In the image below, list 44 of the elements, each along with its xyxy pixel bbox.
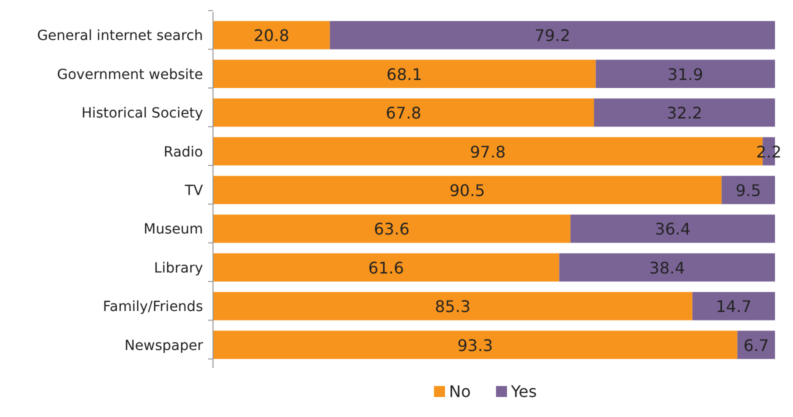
data-label: 38.4 [649,258,685,278]
y-tick-label: Radio [164,144,203,160]
data-label: 6.7 [743,336,769,355]
data-label: 97.8 [470,142,506,162]
y-tick-label: Library [154,260,203,276]
y-tick-label: General internet search [37,28,203,44]
data-label: 9.5 [736,181,762,200]
bar [594,98,775,127]
data-label: 20.8 [254,26,290,46]
bar [596,60,775,88]
data-label: 32.2 [666,104,702,123]
data-label: 31.9 [668,64,704,84]
data-label: 67.8 [386,104,422,123]
bar [213,214,570,243]
bar [559,253,775,282]
bar [213,21,330,50]
data-label: 90.5 [449,181,486,200]
bar [330,21,775,50]
data-label: 68.1 [386,64,422,84]
y-tick-label: Museum [144,222,203,238]
data-label: 79.2 [534,26,570,46]
bar [213,98,594,127]
bar [692,292,775,320]
y-tick-label: Family/Friends [102,299,203,316]
data-label: 36.4 [654,220,691,239]
y-tick-label: Government website [57,66,203,83]
legend-label: No [449,382,471,401]
data-label: 93.3 [457,336,493,355]
bar [570,214,775,243]
y-tick-label: TV [184,183,204,199]
data-label: 63.6 [374,220,410,239]
bar [213,292,692,320]
data-label: 85.3 [434,297,471,316]
bar [213,60,596,88]
data-label: 14.7 [716,297,752,316]
data-label: 61.6 [368,258,404,278]
bar [213,330,738,359]
bar [213,176,722,204]
bar [737,330,775,359]
legend-label: Yes [510,382,537,401]
y-tick-label: Newspaper [124,338,204,354]
bar [722,176,775,204]
y-tick-label: Historical Society [82,106,203,122]
bar [213,253,560,282]
